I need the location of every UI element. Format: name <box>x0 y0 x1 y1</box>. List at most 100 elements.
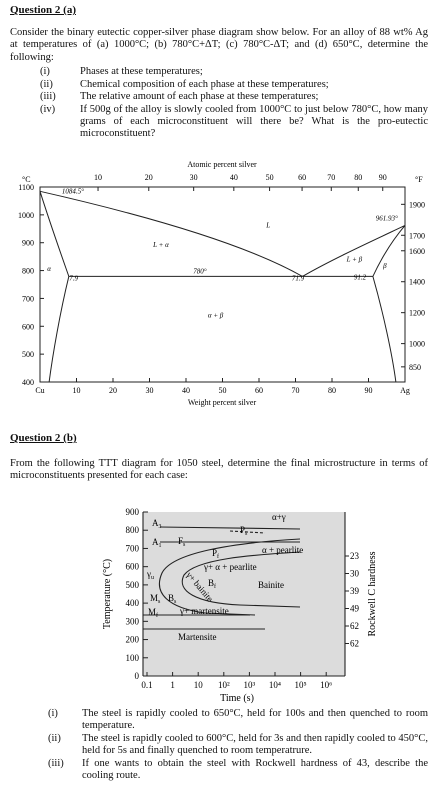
region-label: L + β <box>346 255 363 263</box>
x-tick-label: 0.1 <box>141 680 152 690</box>
diagram-label: Ps <box>240 525 248 537</box>
item-text: The relative amount of each phase at the… <box>80 91 319 102</box>
region-label: β <box>382 262 387 270</box>
label-sub: u <box>151 575 154 581</box>
diagram-label: Bs <box>168 593 177 605</box>
left-tick-label: 700 <box>22 294 34 303</box>
bottom-tick-label: 90 <box>365 386 373 395</box>
label-main: α+γ <box>272 512 286 522</box>
left-tick-label: 400 <box>22 378 34 387</box>
hardness-value: 62 <box>350 621 359 631</box>
label-main: Martensite <box>178 632 217 642</box>
region-label: 1084.5° <box>62 188 84 196</box>
item-text: The steel is rapidly cooled to 650°C, he… <box>82 708 428 732</box>
item-text: If one wants to obtain the steel with Ro… <box>82 758 428 782</box>
diagram-label: α + pearlite <box>262 545 303 555</box>
right-tick-label: 1600 <box>409 247 425 256</box>
top-tick-label: 70 <box>327 173 335 182</box>
y-tick-label: 600 <box>126 562 140 572</box>
label-main: γ <box>146 569 151 579</box>
item-marker: (i) <box>48 708 58 719</box>
item-marker: (iv) <box>40 103 56 115</box>
left-tick-label: 1000 <box>18 211 34 220</box>
item-marker: (iii) <box>40 91 56 102</box>
top-tick-label: 50 <box>266 173 274 182</box>
axis-title: Weight percent silver <box>188 398 257 407</box>
y-tick-label: 100 <box>126 653 140 663</box>
bottom-tick-label: 60 <box>255 386 263 395</box>
axis-title: Atomic percent silver <box>187 160 257 169</box>
diagram-label: Mf <box>148 607 158 619</box>
label-sub: s <box>174 599 177 605</box>
region-label: α + β <box>208 311 224 319</box>
right-tick-label: 1700 <box>409 231 425 240</box>
left-tick-label: 500 <box>22 350 34 359</box>
question-intro: Consider the binary eutectic copper-silv… <box>10 27 428 63</box>
label-sub: f <box>214 583 216 590</box>
axis-title: Rockwell C hardness <box>367 551 378 636</box>
hardness-value: 62 <box>350 639 359 649</box>
y-tick-label: 400 <box>126 598 140 608</box>
bottom-tick-label: 80 <box>328 386 336 395</box>
region-label: α <box>47 265 51 273</box>
left-tick-label: 800 <box>22 267 34 276</box>
label-sub: f <box>156 612 158 619</box>
bottom-tick-label: 20 <box>109 386 117 395</box>
label-sub: s <box>245 531 248 537</box>
left-tick-label: 1100 <box>18 183 34 192</box>
bottom-tick-label: 70 <box>292 386 300 395</box>
top-tick-label: 60 <box>298 173 306 182</box>
top-tick-label: 20 <box>145 173 153 182</box>
right-tick-label: 1900 <box>409 200 425 209</box>
ttt-diagram: 900 800 700 600 500 400 300 200 100 0 Temperature … <box>102 507 378 704</box>
y-tick-label: 700 <box>126 543 140 553</box>
right-tick-label: 850 <box>409 363 421 372</box>
item-text: Phases at these temperatures; <box>80 66 203 77</box>
axis-unit: °C <box>22 175 31 184</box>
item-marker: (ii) <box>48 733 61 744</box>
item-marker: (ii) <box>40 78 53 90</box>
y-tick-label: 800 <box>126 525 140 535</box>
diagram-label: A3 <box>152 518 162 530</box>
label-main: A <box>152 537 159 547</box>
top-tick-label: 40 <box>230 173 238 182</box>
region-label: 71.9 <box>292 274 305 282</box>
bottom-tick-label: 30 <box>146 386 154 395</box>
label-main: M <box>148 607 156 617</box>
item-marker: (iii) <box>48 758 64 769</box>
item-text: Chemical composition of each phase at th… <box>80 78 329 90</box>
item-text: If 500g of the alloy is slowly cooled fr… <box>80 103 428 140</box>
label-main: B <box>168 593 174 603</box>
y-tick-label: 500 <box>126 580 140 590</box>
region-label: 961.93° <box>376 214 398 222</box>
label-main: P <box>240 525 245 535</box>
axis-title: Time (s) <box>220 693 254 704</box>
region-label: L <box>265 221 270 229</box>
diagram-label: Pf <box>212 548 219 560</box>
right-tick-label: 1000 <box>409 340 425 349</box>
diagram-label: α+γ <box>272 512 286 522</box>
label-sub: 3 <box>159 524 162 530</box>
region-label: L + α <box>152 241 169 249</box>
right-tick-label: 1200 <box>409 309 425 318</box>
diagram-label: γ+ martensite <box>179 606 229 616</box>
question-title: Question 2 (a) <box>10 4 76 16</box>
top-tick-label: 10 <box>94 173 102 182</box>
bottom-tick-label: 40 <box>182 386 190 395</box>
top-tick-label: 30 <box>190 173 198 182</box>
label-main: F <box>178 536 183 546</box>
label-sub: s <box>158 599 161 605</box>
diagram-label: Fs <box>178 536 186 548</box>
bottom-tick-label: Cu <box>35 386 44 395</box>
label-main: M <box>150 593 158 603</box>
x-tick-label: 10⁴ <box>269 680 281 690</box>
left-tick-label: 600 <box>22 322 34 331</box>
y-tick-label: 900 <box>126 507 140 517</box>
axis-unit: °F <box>415 175 423 184</box>
bottom-tick-label: Ag <box>400 386 410 395</box>
x-tick-label: 10² <box>218 680 230 690</box>
left-tick-label: 900 <box>22 239 34 248</box>
top-tick-label: 90 <box>379 173 387 182</box>
diagram-label: Martensite <box>178 632 217 642</box>
